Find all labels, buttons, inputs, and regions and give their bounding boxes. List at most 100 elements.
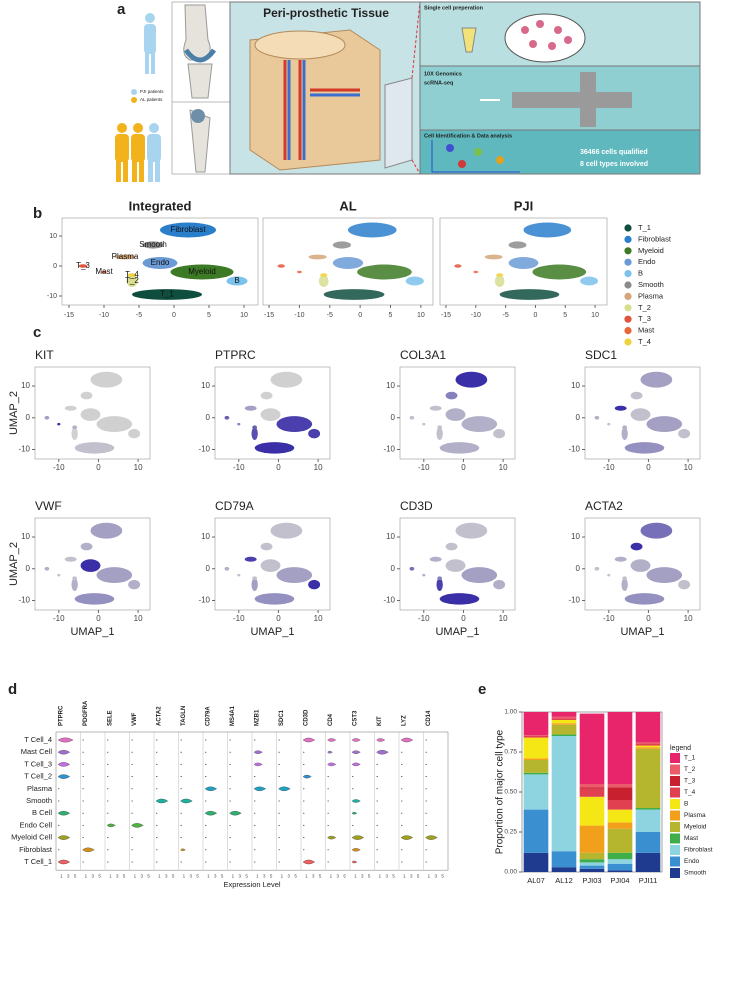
violin: [82, 788, 85, 790]
x-tick-label: 10: [684, 463, 693, 472]
feature-blob: [621, 427, 628, 440]
violin: [155, 824, 158, 826]
violin: [278, 786, 291, 792]
cluster-blob: [132, 289, 202, 300]
feature-blob: [614, 405, 627, 411]
violin: [400, 776, 403, 778]
panel-label: d: [8, 681, 17, 698]
y-tick-label: -10: [198, 445, 210, 454]
x-tick-label: 10: [240, 312, 248, 319]
bar-segment: [551, 723, 577, 725]
x-tick-label: 5: [368, 873, 371, 878]
feature-blob: [64, 556, 77, 562]
violin: [131, 837, 134, 839]
violin: [327, 762, 337, 767]
legend-swatch: [624, 292, 632, 300]
bar-segment: [635, 852, 661, 872]
legend-swatch: [670, 810, 680, 821]
x-axis-label: UMAP_1: [250, 626, 294, 638]
bar-segment: [551, 718, 577, 720]
y-tick-label: 0: [576, 413, 581, 422]
violin: [425, 800, 428, 802]
cluster-blob: [580, 276, 599, 286]
cluster-blob: [226, 276, 248, 286]
cluster-label: Mast: [95, 267, 113, 276]
feature-blob: [57, 573, 61, 577]
violin: [425, 751, 428, 753]
x-tick-label: 5: [563, 312, 567, 319]
gene-title: SDC1: [585, 348, 617, 362]
x-tick-label: 0: [461, 614, 466, 623]
bar-segment: [579, 862, 605, 866]
y-tick-label: -10: [383, 596, 395, 605]
legend-swatch: [670, 764, 680, 775]
violin: [180, 739, 183, 741]
feature-blob: [630, 542, 643, 551]
violin: [57, 824, 60, 826]
plot-frame: [214, 366, 331, 460]
step-box: [419, 129, 701, 175]
bar-segment: [635, 748, 661, 808]
violin: [327, 835, 337, 840]
x-tick-label: AL12: [555, 876, 573, 885]
y-tick-label: 1.00: [504, 709, 517, 716]
x-tick-label: 0: [461, 463, 466, 472]
feature-blob: [409, 566, 415, 571]
violin: [327, 738, 337, 742]
legend-label: T_4: [684, 789, 696, 796]
x-tick-label: -15: [441, 312, 451, 319]
feature-blob: [128, 579, 141, 590]
feature-blob: [646, 567, 683, 584]
feature-blob: [678, 428, 691, 439]
violin: [180, 788, 183, 790]
violin: [229, 837, 232, 839]
feature-blob: [455, 522, 488, 539]
violin: [82, 800, 85, 802]
x-tick-label: -10: [418, 614, 430, 623]
cluster-blob: [454, 264, 462, 268]
cell-type-label: B Cell: [32, 808, 52, 817]
legend-swatch: [624, 315, 632, 323]
cluster-blob: [127, 273, 137, 277]
bar-segment: [523, 758, 549, 760]
cell-dish: [504, 13, 586, 63]
y-tick-label: 0: [391, 413, 396, 422]
feature-blob: [80, 391, 93, 400]
bar-segment: [523, 712, 549, 736]
vessel: [283, 60, 360, 160]
bar-segment: [579, 784, 605, 788]
x-tick-label: 5: [441, 873, 444, 878]
violin: [229, 800, 232, 802]
violin: [425, 861, 428, 863]
y-tick-label: -10: [47, 293, 57, 300]
feature-blob: [74, 442, 115, 454]
x-tick-label: 10: [314, 463, 323, 472]
cells: [521, 20, 572, 50]
plot-frame: [399, 517, 516, 611]
plot-frame: [584, 517, 701, 611]
x-tick-label: 0: [96, 463, 101, 472]
feature-blob: [72, 576, 78, 581]
x-tick-label: -10: [99, 312, 109, 319]
legend-swatch: [624, 304, 632, 312]
violin: [155, 837, 158, 839]
violin: [131, 788, 134, 790]
violin: [327, 861, 330, 863]
step-title: Cell Identification & Data analysis: [424, 133, 512, 139]
x-tick-label: -5: [502, 312, 508, 319]
feature-blob: [224, 415, 230, 420]
violin: [155, 751, 158, 753]
x-axis-label: UMAP_1: [620, 626, 664, 638]
cell-type-label: Mast Cell: [21, 747, 53, 756]
implant: [183, 48, 217, 63]
violin: [229, 739, 232, 741]
bar-segment: [579, 825, 605, 853]
legend-swatch: [670, 822, 680, 832]
chip: [512, 92, 632, 108]
bar-segment: [523, 760, 549, 773]
bar-segment: [523, 735, 549, 736]
bar-segment: [523, 852, 549, 872]
cluster-blob: [473, 270, 479, 274]
violin: [253, 776, 256, 778]
violin: [131, 739, 134, 741]
